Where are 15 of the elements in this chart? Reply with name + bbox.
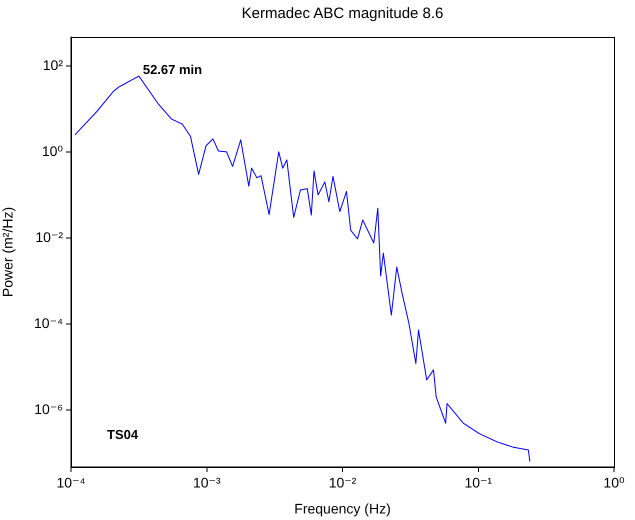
x-axis-title: Frequency (Hz) (294, 500, 391, 516)
y-tick-label: 10⁻⁶ (34, 400, 63, 417)
y-tick-label: 10⁰ (42, 142, 64, 159)
x-tick-label: 10⁻⁴ (56, 474, 86, 490)
x-tick-label: 10⁻² (328, 474, 357, 490)
annotation: TS04 (107, 427, 139, 442)
x-tick-label: 10⁻³ (192, 474, 221, 490)
y-tick-label: 10² (42, 56, 64, 73)
y-axis-title: Power (m²/Hz) (0, 206, 16, 298)
annotation: 52.67 min (142, 62, 202, 78)
chart-title: Kermadec ABC magnitude 8.6 (242, 5, 444, 22)
x-tick-label: 10⁰ (603, 474, 625, 490)
x-tick-label: 10⁻¹ (464, 474, 492, 490)
y-tick-label: 10⁻² (35, 228, 64, 245)
y-tick-label: 10⁻⁴ (34, 314, 63, 331)
